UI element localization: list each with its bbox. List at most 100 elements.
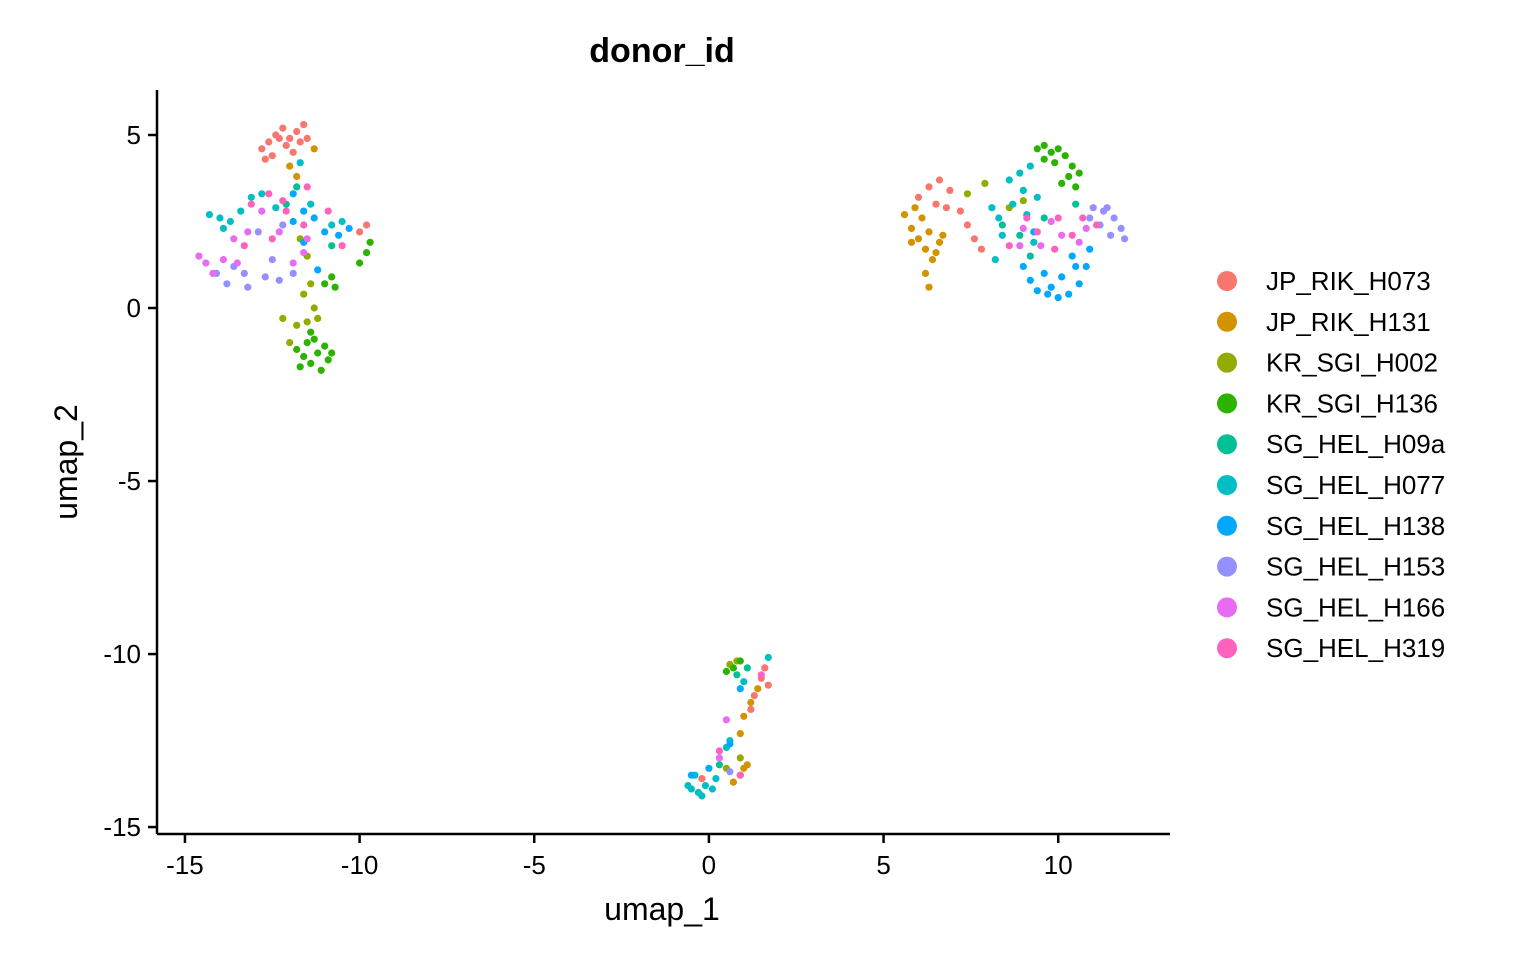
data-point	[328, 349, 336, 357]
legend-label: KR_SGI_H136	[1266, 388, 1438, 418]
legend-label: SG_HEL_H138	[1266, 511, 1445, 541]
data-point	[942, 204, 951, 212]
data-point	[307, 359, 315, 367]
data-point	[307, 200, 315, 208]
data-point	[296, 159, 304, 167]
data-point	[338, 242, 346, 250]
data-point	[275, 276, 283, 284]
data-point	[366, 238, 374, 246]
data-point	[1047, 283, 1055, 291]
data-point	[345, 224, 353, 232]
data-point	[1075, 280, 1083, 288]
data-point	[743, 664, 751, 672]
data-point	[761, 664, 769, 672]
data-point	[219, 224, 227, 232]
data-point	[310, 304, 318, 312]
data-point	[705, 764, 713, 772]
data-point	[747, 698, 755, 707]
data-point	[907, 224, 916, 232]
data-point	[321, 228, 329, 236]
data-point	[925, 283, 933, 291]
data-point	[321, 280, 329, 288]
data-point	[736, 685, 744, 693]
data-point	[1009, 200, 1017, 208]
legend-label: SG_HEL_H077	[1266, 470, 1445, 500]
data-point	[687, 771, 696, 779]
data-point	[1089, 204, 1097, 212]
data-point	[977, 245, 986, 253]
data-point	[995, 214, 1003, 222]
data-point	[1019, 224, 1027, 232]
data-point	[258, 145, 266, 153]
data-point	[296, 138, 304, 146]
data-point	[1047, 148, 1055, 156]
data-point	[275, 134, 283, 142]
data-point	[303, 235, 311, 243]
data-point	[698, 775, 706, 783]
data-point	[698, 792, 706, 800]
data-point	[726, 740, 734, 748]
data-point	[328, 242, 336, 250]
data-point	[279, 221, 287, 229]
data-point	[275, 228, 283, 236]
data-point	[729, 778, 738, 786]
data-point	[328, 221, 336, 229]
data-point	[1040, 214, 1048, 222]
data-point	[233, 259, 241, 267]
y-tick-label: -15	[103, 812, 141, 842]
data-point	[1016, 242, 1024, 250]
data-point	[300, 207, 308, 215]
legend-swatch	[1217, 597, 1237, 618]
data-point	[1117, 224, 1125, 232]
data-point	[740, 712, 748, 720]
data-point	[289, 269, 297, 277]
data-point	[1079, 214, 1087, 222]
x-axis-title: umap_1	[604, 891, 720, 927]
data-point	[1058, 273, 1066, 281]
data-point	[715, 754, 724, 762]
data-point	[307, 280, 315, 288]
data-point	[1068, 252, 1076, 260]
data-point	[1082, 262, 1090, 271]
data-point	[209, 269, 217, 277]
data-point	[963, 190, 972, 198]
data-point	[321, 342, 329, 350]
data-point	[729, 664, 738, 672]
data-point	[314, 266, 322, 274]
data-point	[736, 730, 744, 738]
data-point	[282, 141, 290, 149]
data-point	[701, 782, 710, 790]
data-point	[1016, 231, 1024, 239]
data-point	[1121, 235, 1129, 243]
legend-swatch	[1217, 393, 1237, 414]
data-point	[1072, 262, 1080, 271]
data-point	[1075, 169, 1083, 177]
data-point	[265, 138, 273, 146]
data-point	[1072, 200, 1080, 208]
data-point	[1072, 183, 1080, 191]
data-point	[932, 200, 940, 208]
x-tick-label: -5	[523, 850, 546, 880]
data-point	[289, 190, 297, 198]
data-point	[307, 328, 315, 336]
data-point	[261, 155, 269, 163]
data-point	[935, 238, 944, 246]
data-point	[946, 186, 954, 194]
data-point	[1033, 145, 1041, 153]
data-point	[998, 231, 1006, 239]
data-point	[265, 190, 273, 198]
data-point	[726, 768, 734, 776]
data-point	[956, 207, 965, 215]
legend-label: SG_HEL_H153	[1266, 552, 1445, 582]
data-point	[286, 339, 294, 347]
data-point	[1093, 221, 1101, 229]
data-point	[925, 183, 933, 191]
data-point	[1030, 238, 1038, 246]
data-point	[1037, 242, 1045, 250]
data-point	[289, 217, 297, 226]
data-point	[1068, 231, 1076, 239]
data-point	[1026, 276, 1034, 284]
data-point	[722, 716, 731, 724]
data-point	[261, 273, 269, 281]
